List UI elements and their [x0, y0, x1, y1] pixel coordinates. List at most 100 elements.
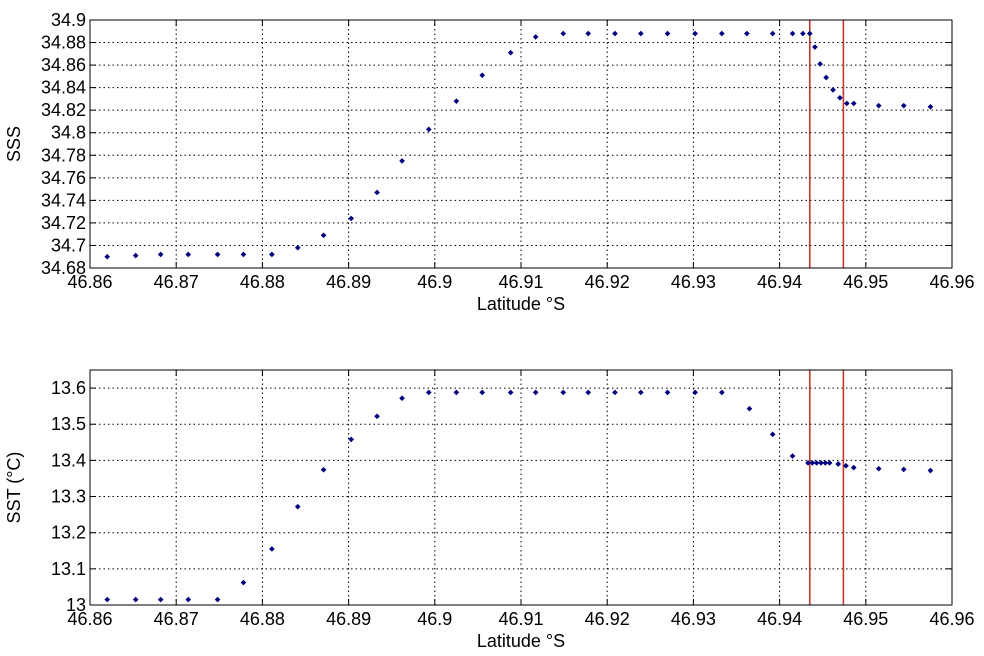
sss-data-point: [875, 102, 882, 109]
sss-y-tick-label: 34.68: [41, 258, 86, 278]
sst-data-point: [214, 596, 221, 603]
sss-data-point: [532, 34, 539, 40]
sss-data-point: [844, 100, 850, 107]
sss-data-point: [612, 30, 618, 37]
sss-data-point: [399, 158, 405, 164]
sst-y-tick-label: 13.6: [51, 378, 86, 398]
sss-data-point: [830, 87, 836, 93]
sss-data-point: [900, 102, 907, 109]
sss-data-point: [637, 30, 644, 37]
sst-data-point: [612, 389, 618, 396]
sst-data-point: [132, 596, 139, 603]
sst-data-point: [185, 596, 192, 603]
sss-x-tick-label: 46.86: [67, 272, 112, 292]
sst-chart: 46.86 46.87 46.88 46.89 46.9 46.91 46.92 46.93 4…: [4, 369, 975, 651]
sss-y-tick-label: 34.84: [41, 78, 86, 98]
sss-data-point: [789, 30, 796, 37]
sss-data-point: [837, 94, 843, 101]
sst-data-point: [637, 389, 644, 396]
sss-y-axis-label: SSS: [4, 126, 24, 162]
sss-x-tick-label: 46.93: [671, 272, 716, 292]
sst-x-tick-label: 46.88: [240, 609, 285, 629]
sss-data-point: [769, 30, 776, 37]
sst-data-point: [560, 389, 567, 396]
sss-axes-frame: [89, 19, 953, 269]
sst-y-tick-label: 13.1: [51, 559, 86, 579]
sst-data-point: [348, 436, 355, 443]
sss-x-tick-label: 46.9: [417, 272, 452, 292]
sss-data-point: [104, 253, 111, 260]
sss-data-point: [294, 244, 301, 251]
sss-y-tick-label: 34.78: [41, 145, 86, 165]
sss-data-point: [850, 100, 857, 107]
sss-y-tick-label: 34.8: [51, 123, 86, 143]
sss-x-axis-label: Latitude °S: [477, 294, 565, 314]
sst-data-point: [320, 466, 327, 473]
sss-x-tick-label: 46.92: [585, 272, 630, 292]
sst-data-point: [809, 460, 816, 466]
sss-data-point: [806, 30, 813, 37]
sst-x-tick-label: 46.89: [326, 609, 371, 629]
sst-axes-frame: [89, 369, 953, 606]
sss-x-tick-label: 46.88: [240, 272, 285, 292]
sst-data-point: [719, 389, 725, 396]
sst-x-tick-label: 46.95: [843, 609, 888, 629]
sst-data-point: [835, 461, 842, 467]
sst-data-point: [692, 389, 698, 396]
sss-y-tick-label: 34.82: [41, 100, 86, 120]
sst-data-point: [664, 389, 671, 396]
sss-y-tick-label: 34.7: [51, 235, 86, 255]
sst-data-point: [240, 579, 247, 586]
sss-y-tick-label: 34.88: [41, 33, 86, 53]
sst-x-tick-label: 46.87: [154, 609, 199, 629]
sst-data-point: [585, 389, 592, 396]
sss-y-tick-label: 34.86: [41, 55, 86, 75]
sss-data-point: [744, 30, 750, 37]
sst-y-tick-label: 13.4: [51, 450, 86, 470]
sst-x-tick-label: 46.91: [498, 609, 543, 629]
sst-x-tick-label: 46.93: [671, 609, 716, 629]
sst-y-tick-label: 13: [66, 595, 86, 615]
sst-x-tick-label: 46.86: [67, 609, 112, 629]
sss-x-tick-label: 46.94: [757, 272, 802, 292]
sss-data-point: [927, 103, 934, 110]
sss-data-point: [453, 98, 460, 104]
sst-data-point: [399, 395, 405, 402]
sst-data-point: [805, 460, 811, 466]
sss-y-tick-label: 34.76: [41, 168, 86, 188]
sss-x-tick-label: 46.96: [929, 272, 974, 292]
sss-data-point: [823, 74, 829, 81]
sss-data-point: [812, 44, 818, 50]
sss-data-point: [664, 30, 671, 37]
sst-x-tick-label: 46.9: [417, 609, 452, 629]
sss-data-point: [320, 232, 327, 239]
sss-data-point: [425, 126, 432, 133]
sst-data-point: [479, 389, 486, 396]
sss-x-tick-label: 46.91: [498, 272, 543, 292]
sss-data-point: [585, 30, 592, 37]
sst-data-point: [843, 462, 849, 469]
sss-data-point: [132, 252, 139, 259]
sss-data-point: [560, 30, 567, 37]
sst-data-point: [374, 413, 380, 420]
sst-data-point: [822, 460, 829, 466]
sss-data-point: [479, 72, 486, 79]
sst-data-point: [746, 405, 753, 412]
sst-data-point: [294, 503, 301, 510]
sst-data-point: [104, 596, 111, 603]
sst-x-tick-label: 46.94: [757, 609, 802, 629]
sss-data-point: [692, 30, 698, 37]
sss-chart: 46.86 46.87 46.88 46.89 46.9 46.91 46.92 46.93 4…: [4, 10, 975, 314]
sst-data-point: [507, 389, 514, 396]
sss-x-tick-label: 46.87: [154, 272, 199, 292]
sss-data-point: [800, 30, 806, 37]
sst-y-tick-label: 13.5: [51, 414, 86, 434]
sst-data-point: [453, 389, 460, 396]
sst-data-point: [875, 465, 882, 472]
sst-data-point: [927, 467, 934, 474]
sst-data-point: [769, 431, 776, 438]
sst-data-point: [157, 596, 164, 603]
sst-y-tick-label: 13.3: [51, 487, 86, 507]
sss-x-tick-label: 46.95: [843, 272, 888, 292]
